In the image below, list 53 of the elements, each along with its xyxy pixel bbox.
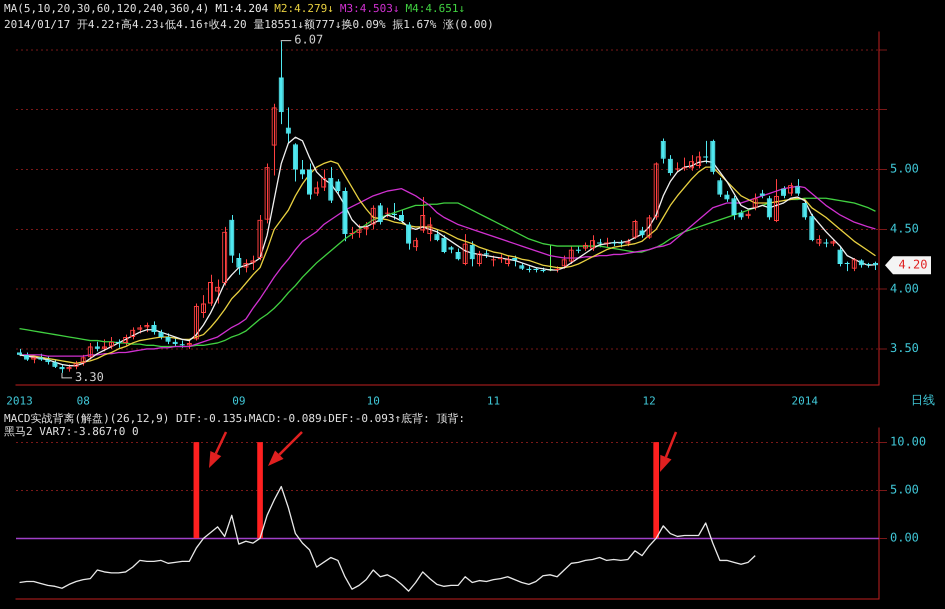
text: M3:4.503↓ <box>340 2 400 15</box>
candlestick <box>378 202 383 226</box>
y-tick-label: 5.00 <box>890 482 919 496</box>
candlestick <box>838 246 843 267</box>
annotation: 6.07 <box>294 32 324 47</box>
candlestick <box>94 341 100 352</box>
candlestick <box>470 240 475 267</box>
candlestick <box>717 177 722 198</box>
candlestick <box>300 159 306 180</box>
text: MACD实战背离(解盘)(26,12,9) DIF:-0.135↓MACD:-0.089↓DEF:-0.093↑底背: 顶背: <box>4 411 465 426</box>
x-tick-label: 10 <box>366 394 380 408</box>
candlestick <box>660 138 666 164</box>
candlestick <box>738 210 744 220</box>
candlestick <box>434 228 440 242</box>
x-tick-label: 11 <box>486 394 500 408</box>
y-tick-label: 5.00 <box>890 162 919 176</box>
text: M2:4.279↓ <box>274 2 334 15</box>
candlestick <box>335 178 340 194</box>
y-tick-label: 3.50 <box>890 341 919 356</box>
candlestick <box>731 195 737 220</box>
candlestick <box>151 320 156 336</box>
candlestick <box>512 255 518 267</box>
text: M4:4.651↓ <box>406 2 466 15</box>
y-tick-label: 10.00 <box>890 434 926 449</box>
candlestick <box>406 222 412 250</box>
candlestick <box>158 329 164 340</box>
candlestick <box>292 142 298 182</box>
candlestick <box>307 163 312 200</box>
candlestick <box>668 154 673 176</box>
x-tick-label: 09 <box>232 394 246 408</box>
text: 2014/01/17 开4.22↑高4.23↓低4.16↑收4.20 量18551↓额777↓换0.09% 振1.67% 涨(0.00) <box>4 17 494 32</box>
annotation: 黑马2 VAR7:-3.867↑0 0 <box>4 424 139 439</box>
y-tick-label: 0.00 <box>890 530 919 544</box>
y-tick-label: 4.00 <box>890 281 919 296</box>
x-tick-label: 2013 <box>6 394 33 408</box>
text: M1:4.204 <box>215 2 268 15</box>
candlestick <box>809 213 814 242</box>
text: MA(5,10,20,30,60,120,240,360,4) <box>4 2 210 15</box>
x-tick-label: 12 <box>642 394 656 408</box>
text: 4.20 <box>898 257 928 272</box>
y-tick-label: 4.50 <box>890 221 919 236</box>
candlestick <box>766 195 772 220</box>
candlestick <box>328 166 334 204</box>
x-tick-label: 08 <box>76 394 90 408</box>
text: 日线 <box>911 392 935 409</box>
candlestick <box>441 234 447 254</box>
candlestick <box>286 106 291 144</box>
candlestick <box>639 226 645 238</box>
candlestick <box>724 190 730 202</box>
annotation: 3.30 <box>74 370 104 384</box>
candlestick <box>795 178 800 196</box>
x-tick-label: 2014 <box>791 394 818 408</box>
candlestick <box>236 252 242 276</box>
